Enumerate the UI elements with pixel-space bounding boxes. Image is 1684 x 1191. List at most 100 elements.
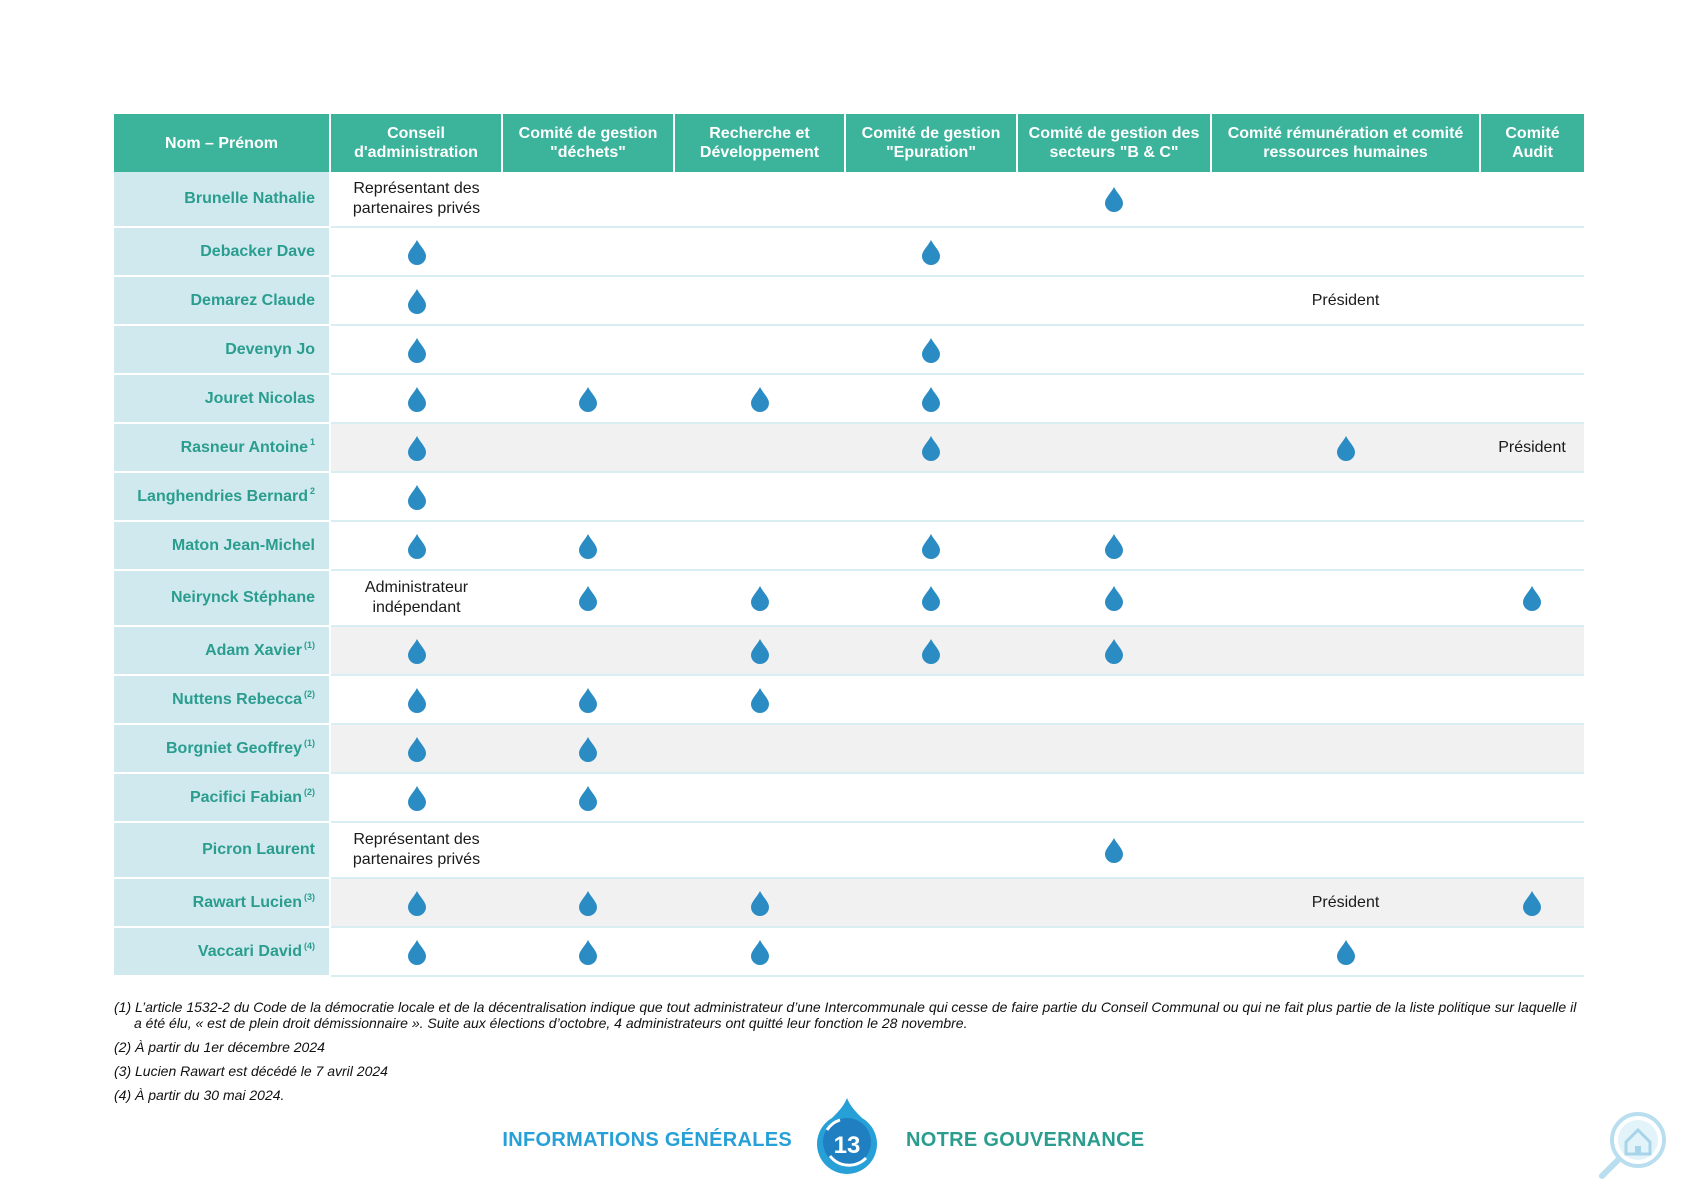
membership-cell: [1017, 878, 1211, 928]
membership-cell: [330, 227, 502, 277]
membership-cell: [1211, 675, 1480, 725]
water-drop-icon: [1104, 585, 1124, 611]
membership-cell: [1480, 675, 1584, 725]
role-text: Représentant des partenaires privés: [352, 180, 481, 217]
membership-cell: [1211, 626, 1480, 676]
member-name: Picron Laurent: [202, 841, 315, 858]
table-row-picron-laurent: Picron Laurent Représentant des partenair…: [114, 822, 1584, 879]
water-drop-icon: [1522, 585, 1542, 611]
member-name: Jouret Nicolas: [204, 389, 315, 407]
membership-cell: [502, 521, 674, 571]
membership-cell: [1017, 472, 1211, 522]
footnote-reference: (2): [304, 787, 315, 798]
membership-cell: [1017, 773, 1211, 823]
section-label-gouvernance[interactable]: NOTRE GOUVERNANCE: [906, 1129, 1145, 1151]
membership-cell: [1211, 927, 1480, 977]
search-home-icon: [1599, 1112, 1666, 1179]
water-drop-icon: [921, 585, 941, 611]
water-drop-icon: [407, 239, 427, 265]
membership-cell: [1480, 626, 1584, 676]
membership-cell: [845, 773, 1017, 823]
member-name-cell: Devenyn Jo: [114, 325, 331, 375]
membership-cell: [502, 822, 674, 879]
table-row-vaccari-david: Vaccari David (4): [114, 927, 1584, 977]
membership-cell: [845, 325, 1017, 375]
membership-cell: [330, 423, 502, 473]
table-row-rasneur-antoine: Rasneur Antoine 1 Président: [114, 423, 1584, 473]
membership-cell: [330, 521, 502, 571]
table-row-demarez-claude: Demarez Claude Président: [114, 276, 1584, 326]
membership-cell: Président: [1480, 423, 1584, 473]
membership-cell: [502, 570, 674, 627]
membership-cell: [674, 521, 845, 571]
membership-cell: [330, 472, 502, 522]
water-drop-icon: [921, 435, 941, 461]
membership-cell: [1017, 927, 1211, 977]
membership-cell: [674, 773, 845, 823]
membership-cell: [674, 172, 845, 228]
membership-cell: [502, 423, 674, 473]
membership-cell: [674, 724, 845, 774]
table-row-devenyn-jo: Devenyn Jo: [114, 325, 1584, 375]
member-name: Adam Xavier: [205, 641, 302, 659]
table-row-langhendries-bernard: Langhendries Bernard 2: [114, 472, 1584, 522]
column-header: Comité de gestion des secteurs "B & C": [1016, 114, 1211, 172]
membership-cell: [1211, 724, 1480, 774]
member-name-cell: Adam Xavier (1): [114, 626, 331, 676]
table-row-rawart-lucien: Rawart Lucien (3) Président: [114, 878, 1584, 928]
membership-cell: [1211, 521, 1480, 571]
member-name: Brunelle Nathalie: [184, 190, 315, 207]
footnote-1: (1) L’article 1532-2 du Code de la démoc…: [114, 999, 1577, 1031]
membership-cell: [1480, 472, 1584, 522]
member-name: Maton Jean-Michel: [171, 536, 315, 554]
section-label-informations[interactable]: INFORMATIONS GÉNÉRALES: [502, 1129, 792, 1151]
water-drop-icon: [407, 785, 427, 811]
water-drop-icon: [750, 638, 770, 664]
member-name: Debacker Dave: [200, 242, 315, 260]
search-home-button[interactable]: [1596, 1108, 1670, 1182]
water-drop-icon: [407, 435, 427, 461]
water-drop-icon: [578, 939, 598, 965]
water-drop-icon: [921, 638, 941, 664]
membership-cell: [330, 675, 502, 725]
column-header: Recherche et Développement: [673, 114, 845, 172]
membership-cell: [674, 227, 845, 277]
water-drop-icon: [407, 687, 427, 713]
water-drop-icon: [578, 890, 598, 916]
membership-cell: [674, 472, 845, 522]
membership-cell: [1211, 472, 1480, 522]
membership-cell: [330, 325, 502, 375]
membership-cell: [674, 325, 845, 375]
water-drop-icon: [1104, 638, 1124, 664]
footnote-reference: (2): [304, 689, 315, 700]
water-drop-icon: [407, 533, 427, 559]
membership-cell: [330, 626, 502, 676]
column-header: Comité de gestion "déchets": [501, 114, 674, 172]
water-drop-icon: [921, 337, 941, 363]
membership-cell: [1211, 172, 1480, 228]
page-footer: INFORMATIONS GÉNÉRALES 13 NOTRE GOUVERNA…: [0, 1096, 1684, 1176]
membership-cell: [845, 374, 1017, 424]
membership-cell: [1211, 773, 1480, 823]
membership-cell: [330, 878, 502, 928]
membership-cell: [1017, 172, 1211, 228]
membership-cell: [845, 423, 1017, 473]
membership-cell: Président: [1211, 276, 1480, 326]
membership-cell: [502, 374, 674, 424]
member-name-cell: Jouret Nicolas: [114, 374, 331, 424]
member-name-cell: Neirynck Stéphane: [114, 570, 331, 627]
role-text: Représentant des partenaires privés: [352, 831, 481, 868]
table-row-nuttens-rebecca: Nuttens Rebecca (2): [114, 675, 1584, 725]
water-drop-icon: [921, 239, 941, 265]
membership-cell: [1480, 276, 1584, 326]
table-row-debacker-dave: Debacker Dave: [114, 227, 1584, 277]
membership-cell: [1480, 927, 1584, 977]
page-badge: 13: [810, 1096, 884, 1176]
membership-cell: [1480, 878, 1584, 928]
member-name-cell: Nuttens Rebecca (2): [114, 675, 331, 725]
membership-cell: [1017, 227, 1211, 277]
membership-cell: [845, 878, 1017, 928]
member-name: Pacifici Fabian: [189, 788, 302, 806]
membership-cell: [1211, 822, 1480, 879]
water-drop-icon: [578, 533, 598, 559]
